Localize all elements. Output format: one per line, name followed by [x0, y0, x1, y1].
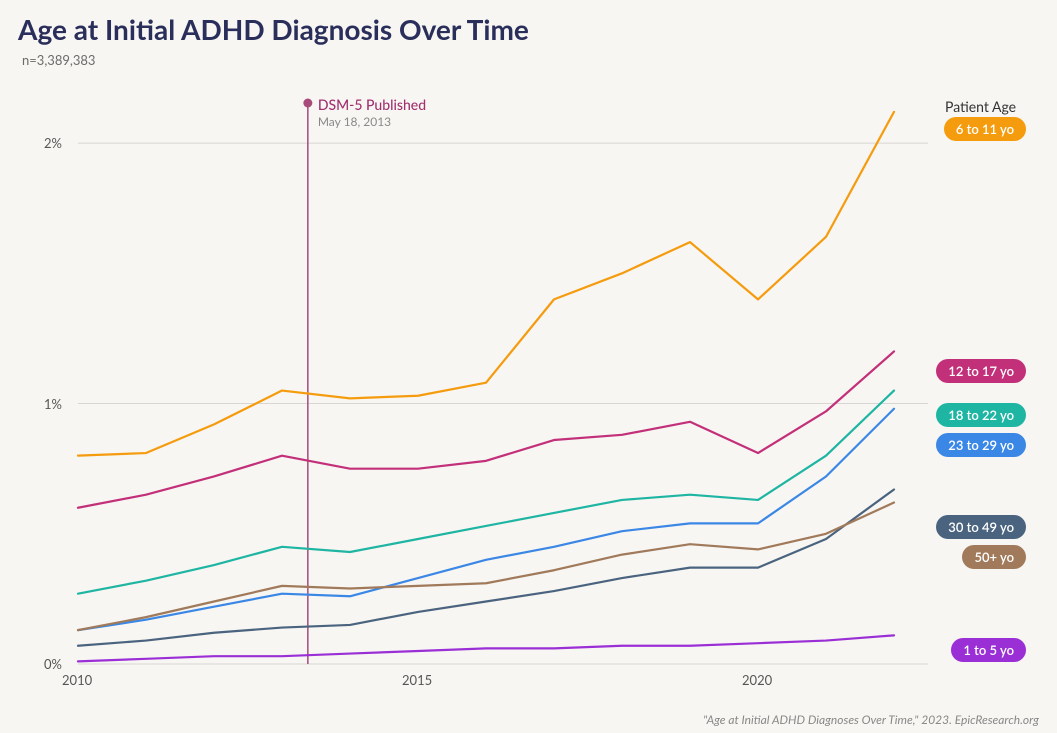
series-badge: 18 to 22 yo: [936, 403, 1026, 427]
legend-title: Patient Age: [945, 98, 1016, 115]
series-line: [78, 635, 894, 661]
sample-size-label: n=3,389,383: [22, 52, 1039, 68]
y-tick-label: 1%: [44, 396, 62, 412]
x-tick-label: 2015: [402, 672, 432, 688]
series-line: [78, 503, 894, 631]
series-line: [78, 112, 894, 456]
series-badge: 1 to 5 yo: [951, 638, 1026, 662]
citation-text: "Age at Initial ADHD Diagnoses Over Time…: [703, 712, 1039, 727]
y-tick-label: 2%: [44, 135, 62, 151]
chart-title: Age at Initial ADHD Diagnosis Over Time: [18, 12, 1039, 46]
x-tick-label: 2020: [742, 672, 772, 688]
y-tick-label: 0%: [44, 656, 62, 672]
annotation-subtitle: May 18, 2013: [318, 114, 391, 129]
series-badge: 23 to 29 yo: [936, 433, 1026, 457]
series-badge: 6 to 11 yo: [944, 117, 1026, 141]
series-badge: 30 to 49 yo: [936, 515, 1026, 539]
series-line: [78, 391, 894, 594]
series-badge: 12 to 17 yo: [936, 359, 1026, 383]
series-line: [78, 409, 894, 630]
x-tick-label: 2010: [62, 672, 92, 688]
line-chart: [18, 70, 1038, 695]
series-badge: 50+ yo: [962, 545, 1026, 569]
chart-area: Patient Age 6 to 11 yo 12 to 17 yo 18 to 2…: [18, 70, 1038, 695]
annotation-title: DSM-5 Published: [318, 96, 426, 113]
